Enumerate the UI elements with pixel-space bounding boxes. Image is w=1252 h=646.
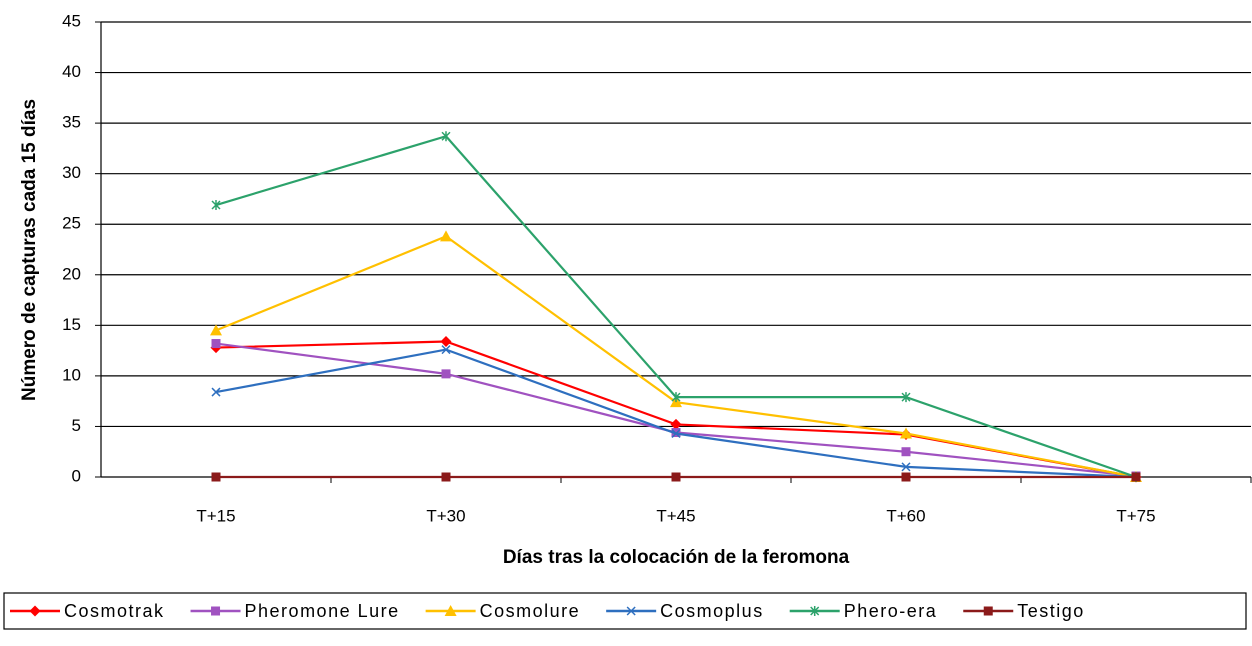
- legend-item: Phero-era: [789, 601, 938, 621]
- data-point: [901, 472, 911, 482]
- y-tick-label: 45: [62, 11, 81, 30]
- data-point: [901, 462, 911, 472]
- legend-item: Testigo: [963, 601, 1085, 621]
- legend-marker: [444, 605, 457, 616]
- data-point: [441, 131, 451, 142]
- y-tick-label: 10: [62, 365, 81, 384]
- legend-marker: [810, 606, 820, 616]
- y-tick-label: 0: [72, 466, 81, 485]
- x-tick-label: T+15: [196, 506, 235, 525]
- y-tick-label: 5: [72, 416, 81, 435]
- data-point: [211, 339, 221, 349]
- legend-item: Pheromone Lure: [190, 601, 400, 621]
- x-tick-label: T+45: [656, 506, 695, 525]
- legend-label: Phero-era: [844, 601, 938, 621]
- legend-label: Cosmoplus: [660, 601, 764, 621]
- y-tick-label: 25: [62, 214, 81, 233]
- x-axis-title: Días tras la colocación de la feromona: [503, 547, 850, 568]
- y-tick-label: 30: [62, 163, 81, 182]
- series-line: [215, 342, 1137, 478]
- legend-label: Cosmolure: [480, 601, 581, 621]
- data-point: [211, 200, 221, 211]
- series-line: [215, 235, 1137, 479]
- data-point: [900, 427, 912, 439]
- legend-item: Cosmoplus: [606, 601, 764, 621]
- legend-marker: [29, 605, 41, 617]
- y-axis-title: Número de capturas cada 15 días: [19, 99, 40, 401]
- data-point: [671, 472, 681, 482]
- data-point: [901, 392, 911, 403]
- y-tick-label: 40: [62, 62, 81, 81]
- data-point: [901, 447, 911, 457]
- data-point: [671, 392, 681, 403]
- legend-marker: [211, 606, 221, 616]
- data-point: [211, 387, 221, 397]
- legend-item: Cosmolure: [425, 601, 581, 621]
- data-point: [441, 345, 451, 355]
- y-tick-label: 15: [62, 315, 81, 334]
- legend-label: Testigo: [1017, 601, 1085, 621]
- legend-item: Cosmotrak: [10, 601, 165, 621]
- data-point: [1131, 472, 1141, 482]
- legend-box: [3, 592, 1247, 630]
- data-point: [441, 369, 451, 379]
- legend-marker: [983, 606, 993, 616]
- data-point: [440, 336, 452, 348]
- series-line: [215, 348, 1137, 479]
- data-point: [671, 428, 681, 439]
- x-tick-label: T+60: [886, 506, 925, 525]
- x-tick-label: T+30: [426, 506, 465, 525]
- data-point: [210, 324, 222, 336]
- legend-label: Pheromone Lure: [245, 601, 400, 621]
- data-point: [670, 418, 682, 430]
- y-tick-label: 35: [62, 113, 81, 132]
- legend-label: Cosmotrak: [64, 601, 165, 621]
- y-tick-label: 20: [62, 264, 81, 283]
- data-point: [440, 230, 452, 242]
- legend-marker: [626, 606, 636, 616]
- data-point: [441, 472, 451, 482]
- x-tick-label: T+75: [1116, 506, 1155, 525]
- data-point: [211, 472, 221, 482]
